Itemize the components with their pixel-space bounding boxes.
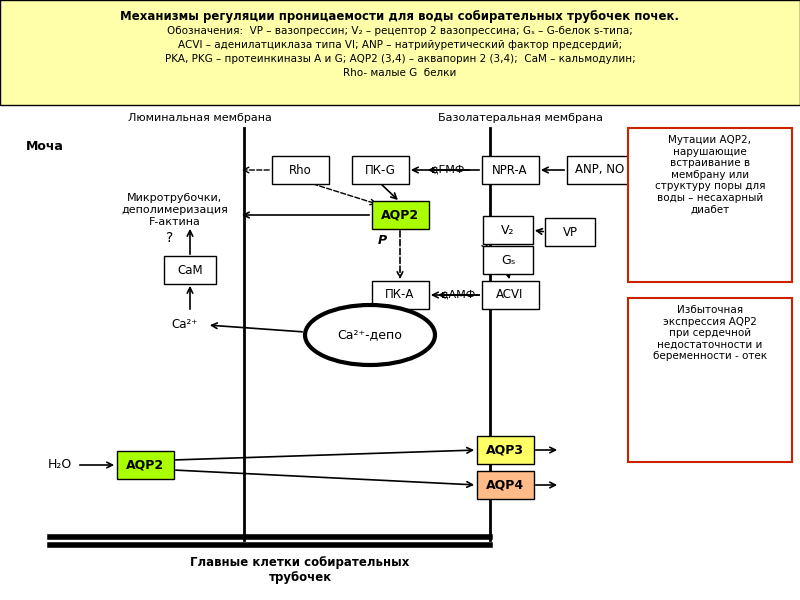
- Text: Механизмы регуляции проницаемости для воды собирательных трубочек почек.: Механизмы регуляции проницаемости для во…: [121, 10, 679, 23]
- FancyBboxPatch shape: [482, 281, 538, 309]
- Text: Главные клетки собирательных
трубочек: Главные клетки собирательных трубочек: [190, 556, 410, 584]
- Text: AQP2: AQP2: [126, 458, 164, 472]
- Text: ANP, NO: ANP, NO: [575, 163, 625, 176]
- FancyBboxPatch shape: [0, 0, 800, 105]
- Text: NPR-A: NPR-A: [492, 163, 528, 176]
- Text: цГМФ: цГМФ: [431, 165, 465, 175]
- Text: Gₛ: Gₛ: [501, 253, 515, 266]
- FancyBboxPatch shape: [483, 216, 533, 244]
- Text: Мутации AQP2,
нарушающие
встраивание в
мембрану или
структуру поры для
воды – не: Мутации AQP2, нарушающие встраивание в м…: [654, 135, 766, 215]
- Text: ?: ?: [402, 313, 409, 327]
- Text: Rho- малые G  белки: Rho- малые G белки: [343, 68, 457, 78]
- Text: Люминальная мембрана: Люминальная мембрана: [128, 113, 272, 123]
- FancyBboxPatch shape: [483, 246, 533, 274]
- Text: цАМФ: цАМФ: [441, 290, 475, 300]
- FancyBboxPatch shape: [164, 256, 216, 284]
- FancyBboxPatch shape: [545, 218, 595, 246]
- FancyBboxPatch shape: [117, 451, 174, 479]
- Text: ПК-G: ПК-G: [365, 163, 395, 176]
- Text: ACVI – аденилатциклаза типа VI; ANP – натрийуретический фактор предсердий;: ACVI – аденилатциклаза типа VI; ANP – на…: [178, 40, 622, 50]
- FancyBboxPatch shape: [566, 156, 634, 184]
- FancyBboxPatch shape: [271, 156, 329, 184]
- Text: Ca²⁺-депо: Ca²⁺-депо: [338, 329, 402, 341]
- Text: Базолатеральная мембрана: Базолатеральная мембрана: [438, 113, 602, 123]
- Text: H₂O: H₂O: [48, 458, 72, 472]
- Text: ACVI: ACVI: [496, 289, 524, 301]
- Text: ПК-А: ПК-А: [386, 289, 414, 301]
- Text: P: P: [378, 233, 386, 247]
- Text: Моча: Моча: [26, 140, 64, 153]
- FancyBboxPatch shape: [477, 471, 534, 499]
- Text: Обозначения:  VP – вазопрессин; V₂ – рецептор 2 вазопрессина; Gₛ – G-белок s-тип: Обозначения: VP – вазопрессин; V₂ – реце…: [167, 26, 633, 36]
- FancyBboxPatch shape: [351, 156, 409, 184]
- FancyBboxPatch shape: [477, 436, 534, 464]
- Text: Микротрубочки,
деполимеризация
F-актина: Микротрубочки, деполимеризация F-актина: [122, 193, 229, 227]
- Text: PKA, PKG – протеинкиназы А и G; AQP2 (3,4) – аквапорин 2 (3,4);  СаМ – кальмодул: PKA, PKG – протеинкиназы А и G; AQP2 (3,…: [165, 54, 635, 64]
- Text: VP: VP: [562, 226, 578, 238]
- FancyBboxPatch shape: [371, 201, 429, 229]
- Ellipse shape: [305, 305, 435, 365]
- Text: Ca²⁺: Ca²⁺: [172, 319, 198, 331]
- FancyBboxPatch shape: [628, 128, 792, 282]
- Text: AQP2: AQP2: [381, 208, 419, 221]
- Text: ?: ?: [166, 231, 174, 245]
- Text: СаМ: СаМ: [177, 263, 203, 277]
- Text: V₂: V₂: [502, 223, 514, 236]
- FancyBboxPatch shape: [371, 281, 429, 309]
- Text: Кровь: Кровь: [738, 140, 782, 153]
- FancyBboxPatch shape: [482, 156, 538, 184]
- Text: Избыточная
экспрессия AQP2
при сердечной
недостаточности и
беременности - отек: Избыточная экспрессия AQP2 при сердечной…: [653, 305, 767, 361]
- Text: AQP3: AQP3: [486, 443, 524, 457]
- Text: AQP4: AQP4: [486, 479, 524, 491]
- FancyBboxPatch shape: [628, 298, 792, 462]
- Text: Rho: Rho: [289, 163, 311, 176]
